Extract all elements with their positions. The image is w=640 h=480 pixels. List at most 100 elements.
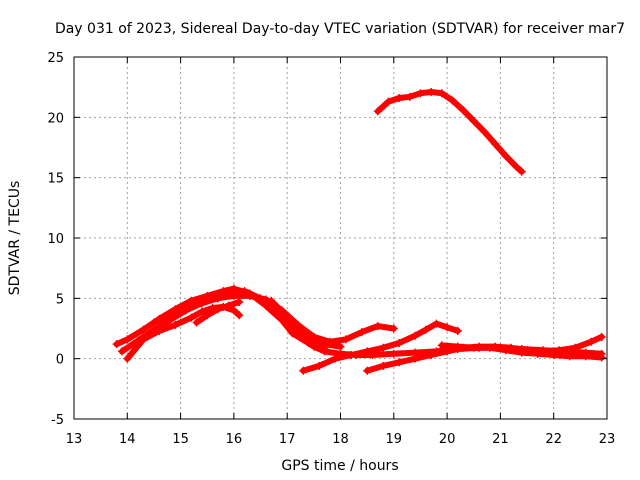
y-axis-label: SDTVAR / TECUs bbox=[7, 181, 23, 296]
data-point bbox=[427, 351, 436, 360]
x-tick-label: 15 bbox=[172, 432, 189, 447]
data-point bbox=[363, 347, 372, 356]
y-tick-label: 15 bbox=[47, 172, 64, 187]
data-point bbox=[517, 348, 526, 357]
data-point bbox=[224, 301, 233, 310]
series-line bbox=[268, 297, 605, 358]
data-point bbox=[437, 89, 446, 98]
data-point bbox=[469, 116, 478, 125]
data-point bbox=[235, 311, 244, 320]
data-point bbox=[597, 332, 606, 341]
data-point bbox=[192, 318, 201, 327]
data-point bbox=[416, 89, 425, 98]
data-point bbox=[341, 335, 350, 344]
data-point bbox=[155, 326, 164, 335]
data-point bbox=[277, 307, 286, 316]
data-point bbox=[197, 307, 206, 316]
x-tick-label: 18 bbox=[332, 432, 349, 447]
x-tick-label: 13 bbox=[66, 432, 83, 447]
series-layer bbox=[112, 87, 606, 375]
y-tick-label: 20 bbox=[47, 111, 64, 126]
x-tick-label: 23 bbox=[599, 432, 616, 447]
data-point bbox=[421, 325, 430, 334]
data-point bbox=[373, 107, 382, 116]
data-point bbox=[443, 323, 452, 332]
data-point bbox=[245, 291, 254, 300]
data-point bbox=[395, 94, 404, 103]
data-point bbox=[459, 106, 468, 115]
data-point bbox=[197, 297, 206, 306]
series-arc-g bbox=[299, 319, 462, 375]
x-tick-label: 16 bbox=[226, 432, 243, 447]
data-point bbox=[469, 343, 478, 352]
x-tick-label: 14 bbox=[119, 432, 136, 447]
data-point bbox=[149, 318, 158, 327]
data-point bbox=[309, 342, 318, 351]
data-point bbox=[581, 352, 590, 361]
data-point bbox=[267, 296, 276, 305]
data-point bbox=[549, 351, 558, 360]
data-point bbox=[309, 332, 318, 341]
data-point bbox=[229, 306, 238, 315]
grid-layer bbox=[74, 57, 607, 419]
data-point bbox=[181, 303, 190, 312]
x-axis-label: GPS time / hours bbox=[281, 458, 398, 474]
data-point bbox=[139, 325, 148, 334]
data-point bbox=[331, 354, 340, 363]
data-point bbox=[437, 341, 446, 350]
data-point bbox=[299, 335, 308, 344]
y-tick-label: 5 bbox=[56, 292, 64, 307]
data-point bbox=[597, 353, 606, 362]
data-point bbox=[123, 354, 132, 363]
data-point bbox=[373, 322, 382, 331]
data-point bbox=[112, 340, 121, 349]
x-tick-label: 22 bbox=[545, 432, 562, 447]
data-point bbox=[384, 97, 393, 106]
y-tick-label: 0 bbox=[56, 353, 64, 368]
data-point bbox=[187, 313, 196, 322]
data-point bbox=[427, 87, 436, 96]
data-point bbox=[389, 349, 398, 358]
data-point bbox=[565, 352, 574, 361]
data-point bbox=[336, 342, 345, 351]
tick-layer: 13 14 15 16 17 18 19 20 21 22 23 -5 0 5 10 15 20 25 bbox=[47, 51, 615, 447]
x-tick-label: 20 bbox=[439, 432, 456, 447]
data-point bbox=[117, 347, 126, 356]
data-point bbox=[517, 167, 526, 176]
data-point bbox=[453, 342, 462, 351]
data-point bbox=[357, 328, 366, 337]
data-point bbox=[571, 343, 580, 352]
data-point bbox=[587, 337, 596, 346]
data-point bbox=[347, 351, 356, 360]
data-point bbox=[203, 311, 212, 320]
data-point bbox=[411, 331, 420, 340]
data-point bbox=[501, 346, 510, 355]
data-point bbox=[395, 338, 404, 347]
data-point bbox=[288, 323, 297, 332]
data-point bbox=[533, 349, 542, 358]
data-point bbox=[453, 326, 462, 335]
data-point bbox=[229, 291, 238, 300]
data-point bbox=[405, 92, 414, 101]
y-tick-label: 25 bbox=[47, 51, 64, 66]
data-point bbox=[293, 320, 302, 329]
data-point bbox=[139, 335, 148, 344]
data-point bbox=[123, 335, 132, 344]
data-point bbox=[411, 354, 420, 363]
data-point bbox=[235, 297, 244, 306]
data-point bbox=[325, 337, 334, 346]
data-point bbox=[213, 294, 222, 303]
x-tick-label: 17 bbox=[279, 432, 296, 447]
data-point bbox=[512, 162, 521, 171]
data-point bbox=[491, 139, 500, 148]
data-point bbox=[213, 305, 222, 314]
data-point bbox=[320, 347, 329, 356]
series-arc-high bbox=[373, 87, 526, 176]
series-arc-i bbox=[437, 341, 606, 362]
data-point bbox=[315, 361, 324, 370]
data-point bbox=[363, 366, 372, 375]
chart-title: Day 031 of 2023, Sidereal Day-to-day VTE… bbox=[55, 21, 625, 37]
data-point bbox=[379, 343, 388, 352]
data-point bbox=[171, 320, 180, 329]
